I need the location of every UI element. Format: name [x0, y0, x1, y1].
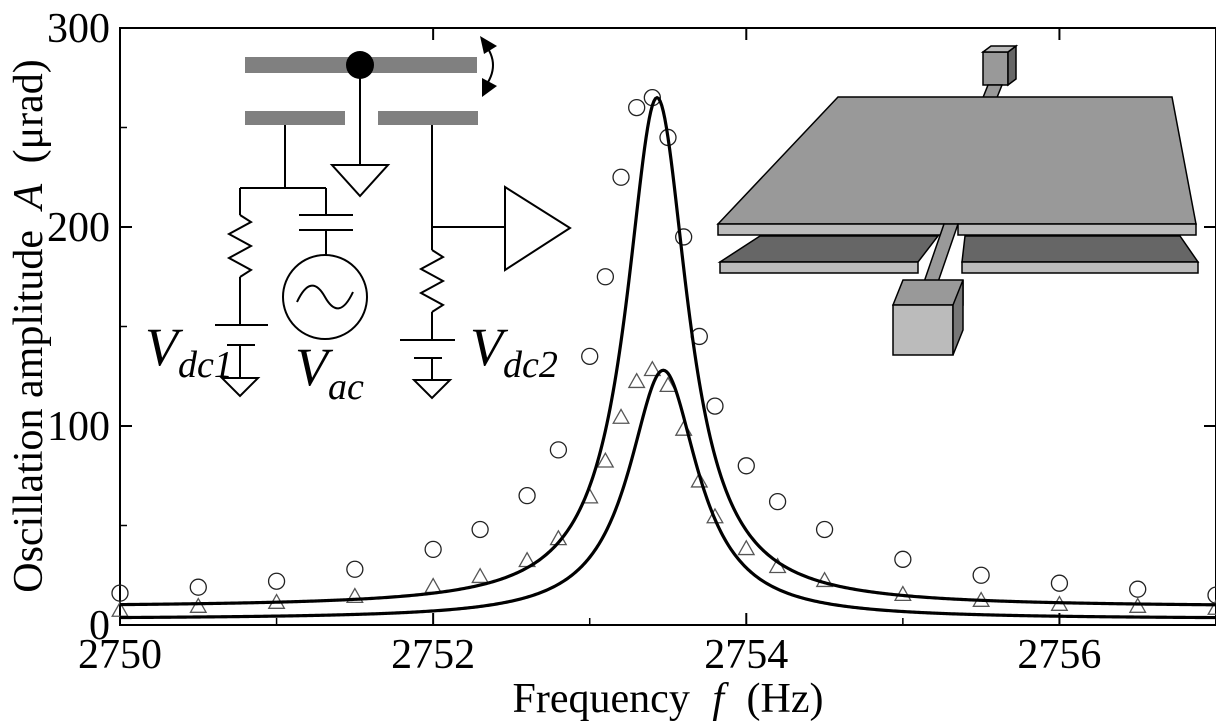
- y-tick-label: 200: [47, 205, 110, 251]
- bottom-anchor-front: [892, 304, 954, 356]
- x-tick-label: 2752: [391, 632, 475, 678]
- data-markers: [111, 89, 1216, 617]
- data-point-circle: [894, 550, 912, 568]
- circuit-schematic-inset: [215, 36, 572, 400]
- ac-sine-icon: [296, 284, 354, 310]
- data-point-circle: [581, 347, 599, 366]
- x-tick-label: 2754: [704, 632, 788, 678]
- vdc1-label: Vdc1: [145, 317, 233, 386]
- bottom-right-electrode-front: [961, 261, 1199, 274]
- data-point-triangle: [1207, 599, 1216, 615]
- data-point-circle: [1129, 580, 1147, 598]
- y-tick-label: 100: [47, 404, 110, 450]
- amplifier-icon: [504, 185, 572, 272]
- data-point-circle: [706, 397, 724, 415]
- top-anchor-top: [980, 45, 1019, 53]
- data-point-circle: [768, 492, 787, 511]
- x-axis-label: Frequency: [513, 676, 690, 722]
- data-point-circle: [471, 520, 489, 539]
- data-point-triangle: [424, 577, 443, 594]
- x-axis-variable: f: [712, 676, 729, 722]
- data-point-circle: [737, 457, 755, 475]
- data-point-triangle: [596, 451, 615, 468]
- axis-tick-labels: 2750 2752 2754 2756 0 100 200 300: [47, 6, 1101, 678]
- data-point-circle: [612, 168, 630, 186]
- data-point-triangle: [627, 372, 646, 389]
- y-tick-label: 300: [47, 6, 110, 52]
- fit-curves: [119, 95, 1216, 620]
- data-point-circle: [111, 584, 129, 602]
- data-point-circle: [815, 520, 834, 539]
- y-axis-variable: A: [6, 184, 52, 213]
- vdc2-label-sub: dc2: [503, 344, 558, 386]
- data-point-circle: [596, 268, 615, 286]
- data-point-triangle: [893, 585, 912, 601]
- rotation-arrowhead-bottom: [482, 78, 497, 97]
- x-axis-title: Frequency f (Hz): [513, 676, 824, 722]
- top-anchor-front: [982, 51, 1009, 86]
- data-point-circle: [424, 540, 442, 559]
- data-point-triangle: [815, 571, 834, 588]
- vac-label-main: V: [295, 337, 334, 397]
- data-point-triangle: [612, 408, 630, 424]
- data-point-circle: [518, 486, 536, 505]
- rotation-arrowhead-top: [480, 36, 497, 54]
- axis-ticks: [119, 27, 1216, 626]
- data-point-circle: [189, 578, 207, 596]
- series-circle: [111, 89, 1216, 604]
- pivot-ground-icon: [329, 164, 391, 198]
- data-point-circle: [267, 572, 286, 590]
- data-point-circle: [675, 228, 693, 246]
- vac-label-sub: ac: [328, 366, 364, 408]
- vdc2-label-main: V: [470, 317, 509, 377]
- left-resistor-icon: [226, 214, 254, 278]
- y-tick-label: 0: [89, 603, 110, 649]
- vdc2-label: Vdc2: [470, 317, 558, 386]
- right-resistor-icon: [418, 249, 446, 313]
- y-axis-unit: (μrad): [6, 59, 52, 163]
- main-plate-front-left: [717, 223, 945, 236]
- data-point-circle: [972, 566, 990, 584]
- oscillator-3d-inset: [716, 44, 1200, 356]
- data-point-circle: [1207, 586, 1216, 604]
- bottom-left-electrode-top: [717, 235, 940, 263]
- fit-curve: [119, 368, 1216, 620]
- fit-curve: [119, 95, 1216, 607]
- data-point-circle: [549, 441, 568, 459]
- data-point-triangle: [345, 587, 364, 603]
- data-point-triangle: [659, 376, 677, 393]
- vac-label: Vac: [295, 337, 364, 408]
- data-point-triangle: [737, 539, 756, 556]
- data-point-triangle: [643, 360, 662, 377]
- data-point-triangle: [471, 567, 490, 584]
- x-tick-label: 2756: [1017, 632, 1101, 678]
- bottom-left-electrode-front: [719, 261, 919, 274]
- data-point-circle: [1050, 574, 1069, 592]
- bottom-right-electrode-top: [961, 235, 1200, 263]
- main-plate-front-right: [957, 223, 1197, 236]
- vdc1-label-sub: dc1: [178, 344, 233, 386]
- y-axis-label: Oscillation amplitude: [6, 230, 52, 593]
- series-triangle: [111, 360, 1216, 617]
- y-axis-title: Oscillation amplitude A (μrad): [6, 59, 52, 593]
- data-point-circle: [346, 560, 364, 578]
- x-tick-label: 2750: [78, 632, 162, 678]
- vdc2-ground-icon: [411, 379, 453, 400]
- right-electrode: [378, 111, 478, 125]
- ac-source-icon: [282, 254, 368, 340]
- main-plate-top: [716, 96, 1197, 225]
- data-point-circle: [628, 98, 646, 117]
- data-point-triangle: [690, 471, 709, 488]
- vdc1-ground-icon: [219, 377, 261, 398]
- data-point-triangle: [189, 597, 208, 613]
- vdc1-label-main: V: [145, 317, 184, 377]
- left-electrode: [245, 111, 345, 125]
- bottom-anchor-top: [891, 279, 964, 306]
- bottom-anchor-side: [952, 279, 964, 356]
- x-axis-unit: (Hz): [747, 676, 824, 722]
